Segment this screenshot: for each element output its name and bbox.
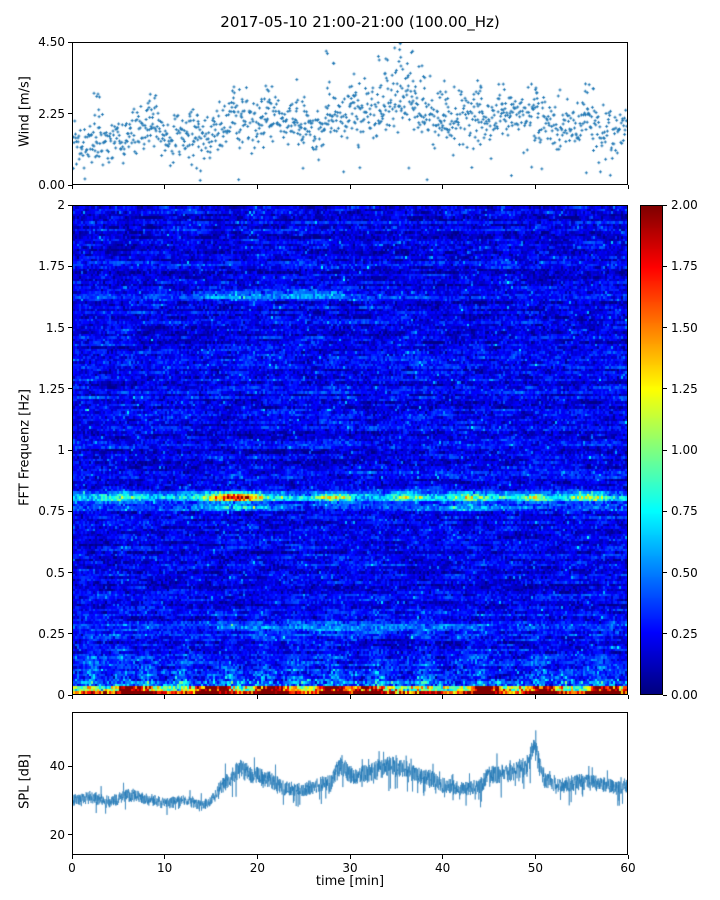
tick-mark xyxy=(663,694,667,696)
tick-label: 1.75 xyxy=(671,259,698,274)
tick-mark xyxy=(164,855,166,859)
tick-mark xyxy=(663,510,667,512)
tick-mark xyxy=(534,185,536,189)
tick-label: 0.00 xyxy=(671,688,698,702)
tick-label: 0 xyxy=(68,861,76,875)
tick-mark xyxy=(68,327,72,328)
tick-mark xyxy=(663,327,667,328)
tick-mark xyxy=(442,855,444,859)
tick-mark xyxy=(71,185,73,189)
spl-y-axis-label: SPL [dB] xyxy=(17,754,33,809)
tick-mark xyxy=(68,184,72,186)
tick-label: 50 xyxy=(527,861,543,875)
tick-label: 2.25 xyxy=(38,106,65,121)
wind-scatter-panel xyxy=(72,42,628,185)
tick-mark xyxy=(663,449,667,451)
tick-mark xyxy=(627,695,629,699)
tick-label: 60 xyxy=(620,861,636,875)
tick-mark xyxy=(663,633,667,635)
tick-label: 40 xyxy=(435,861,451,875)
tick-label: 1.25 xyxy=(38,381,65,396)
tick-mark xyxy=(68,834,72,836)
tick-mark xyxy=(256,695,258,699)
tick-mark xyxy=(68,265,72,267)
tick-mark xyxy=(71,855,73,859)
tick-label: 2 xyxy=(57,198,65,212)
tick-mark xyxy=(68,449,72,451)
tick-mark xyxy=(68,113,72,114)
tick-mark xyxy=(663,388,667,390)
spectrogram-panel xyxy=(72,205,628,695)
tick-mark xyxy=(349,185,351,189)
tick-mark xyxy=(68,572,72,573)
tick-label: 20 xyxy=(49,827,65,842)
tick-mark xyxy=(68,204,72,206)
spl-panel xyxy=(72,712,628,855)
tick-mark xyxy=(68,510,72,512)
tick-mark xyxy=(534,855,536,859)
tick-label: 2.00 xyxy=(671,198,698,212)
tick-label: 4.50 xyxy=(38,35,65,49)
tick-label: 10 xyxy=(157,861,173,875)
tick-label: 1 xyxy=(57,443,65,457)
tick-mark xyxy=(164,185,166,189)
x-axis-label: time [min] xyxy=(315,874,385,889)
tick-mark xyxy=(68,388,72,390)
tick-label: 1.25 xyxy=(671,381,698,396)
tick-label: 20 xyxy=(249,861,265,875)
tick-mark xyxy=(663,572,667,573)
tick-mark xyxy=(349,855,351,859)
tick-mark xyxy=(627,185,629,189)
tick-label: 30 xyxy=(342,861,358,875)
tick-label: 1.75 xyxy=(38,259,65,274)
tick-label: 0.5 xyxy=(45,565,65,580)
tick-mark xyxy=(256,185,258,189)
tick-label: 1.5 xyxy=(45,320,65,335)
tick-label: 0.75 xyxy=(671,504,698,519)
tick-mark xyxy=(349,695,351,699)
tick-label: 0.00 xyxy=(38,178,65,192)
tick-label: 1.50 xyxy=(671,320,698,335)
tick-mark xyxy=(663,204,667,206)
tick-label: 0.25 xyxy=(671,626,698,641)
tick-mark xyxy=(627,855,629,859)
spl-line-canvas xyxy=(73,713,627,854)
colorbar-gradient xyxy=(641,206,662,694)
tick-mark xyxy=(71,695,73,699)
wind-scatter-canvas xyxy=(73,43,627,184)
tick-label: 1.00 xyxy=(671,443,698,457)
chart-title: 2017-05-10 21:00-21:00 (100.00_Hz) xyxy=(220,13,500,31)
tick-mark xyxy=(534,695,536,699)
tick-mark xyxy=(68,694,72,696)
tick-label: 0.75 xyxy=(38,504,65,519)
tick-label: 0.25 xyxy=(38,626,65,641)
tick-mark xyxy=(442,695,444,699)
colorbar xyxy=(640,205,663,695)
tick-label: 0 xyxy=(57,688,65,702)
tick-label: 0.50 xyxy=(671,565,698,580)
tick-mark xyxy=(663,265,667,267)
tick-mark xyxy=(164,695,166,699)
tick-mark xyxy=(68,633,72,635)
tick-label: 40 xyxy=(49,759,65,774)
spectrogram-canvas xyxy=(73,206,627,694)
tick-mark xyxy=(442,185,444,189)
tick-mark xyxy=(68,765,72,767)
tick-mark xyxy=(68,41,72,43)
tick-mark xyxy=(256,855,258,859)
